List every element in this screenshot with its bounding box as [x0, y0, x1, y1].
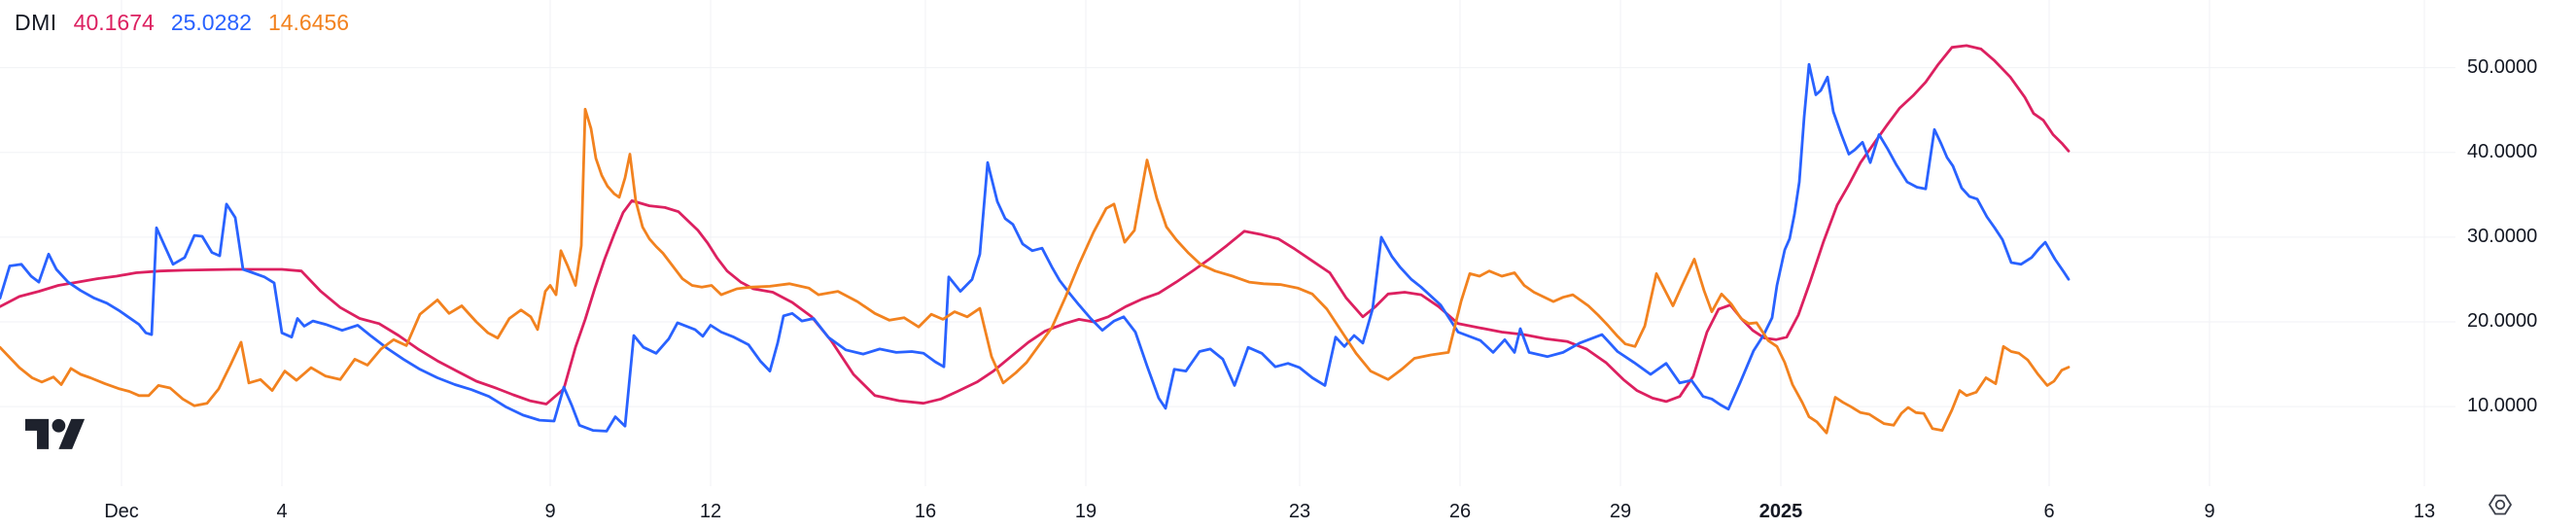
time-scale-label: 29	[1609, 501, 1632, 522]
time-scale-label: Dec	[104, 501, 139, 522]
time-scale-label: 23	[1288, 501, 1311, 522]
time-scale-label: 9	[544, 501, 556, 522]
settings-button[interactable]	[2485, 489, 2516, 520]
time-scale-label: 16	[914, 501, 937, 522]
price-scale-label: 30.0000	[2467, 225, 2538, 247]
indicator-legend[interactable]: DMI 40.1674 25.0282 14.6456	[15, 8, 349, 37]
price-scale-label: 40.0000	[2467, 140, 2538, 162]
gear-icon	[2489, 494, 2512, 515]
indicator-value: 40.1674	[73, 10, 155, 35]
price-scale-label: 10.0000	[2467, 395, 2538, 417]
indicator-name: DMI	[15, 10, 57, 35]
time-scale-label: 4	[276, 501, 288, 522]
indicator-lines	[0, 44, 2071, 435]
time-scale-label: 26	[1448, 501, 1472, 522]
time-scale-label: 13	[2413, 501, 2436, 522]
red-line (last 40.1674)	[0, 44, 2071, 406]
tradingview-logo	[25, 418, 86, 449]
time-scale-label: 6	[2043, 501, 2055, 522]
grid-lines	[0, 0, 2455, 486]
price-scale-label: 50.0000	[2467, 55, 2538, 78]
time-scale-label: 12	[699, 501, 722, 522]
indicator-values: 40.1674 25.0282 14.6456	[74, 8, 349, 37]
time-scale-label: 9	[2204, 501, 2215, 522]
orange-line (last 14.6456)	[0, 107, 2071, 435]
indicator-value: 25.0282	[170, 10, 252, 35]
time-scale-label: 19	[1074, 501, 1097, 522]
blue-line (last 25.0282)	[0, 62, 2071, 433]
price-scale-label: 20.0000	[2467, 310, 2538, 333]
indicator-value: 14.6456	[267, 10, 350, 35]
time-scale-label: 2025	[1758, 501, 1803, 522]
